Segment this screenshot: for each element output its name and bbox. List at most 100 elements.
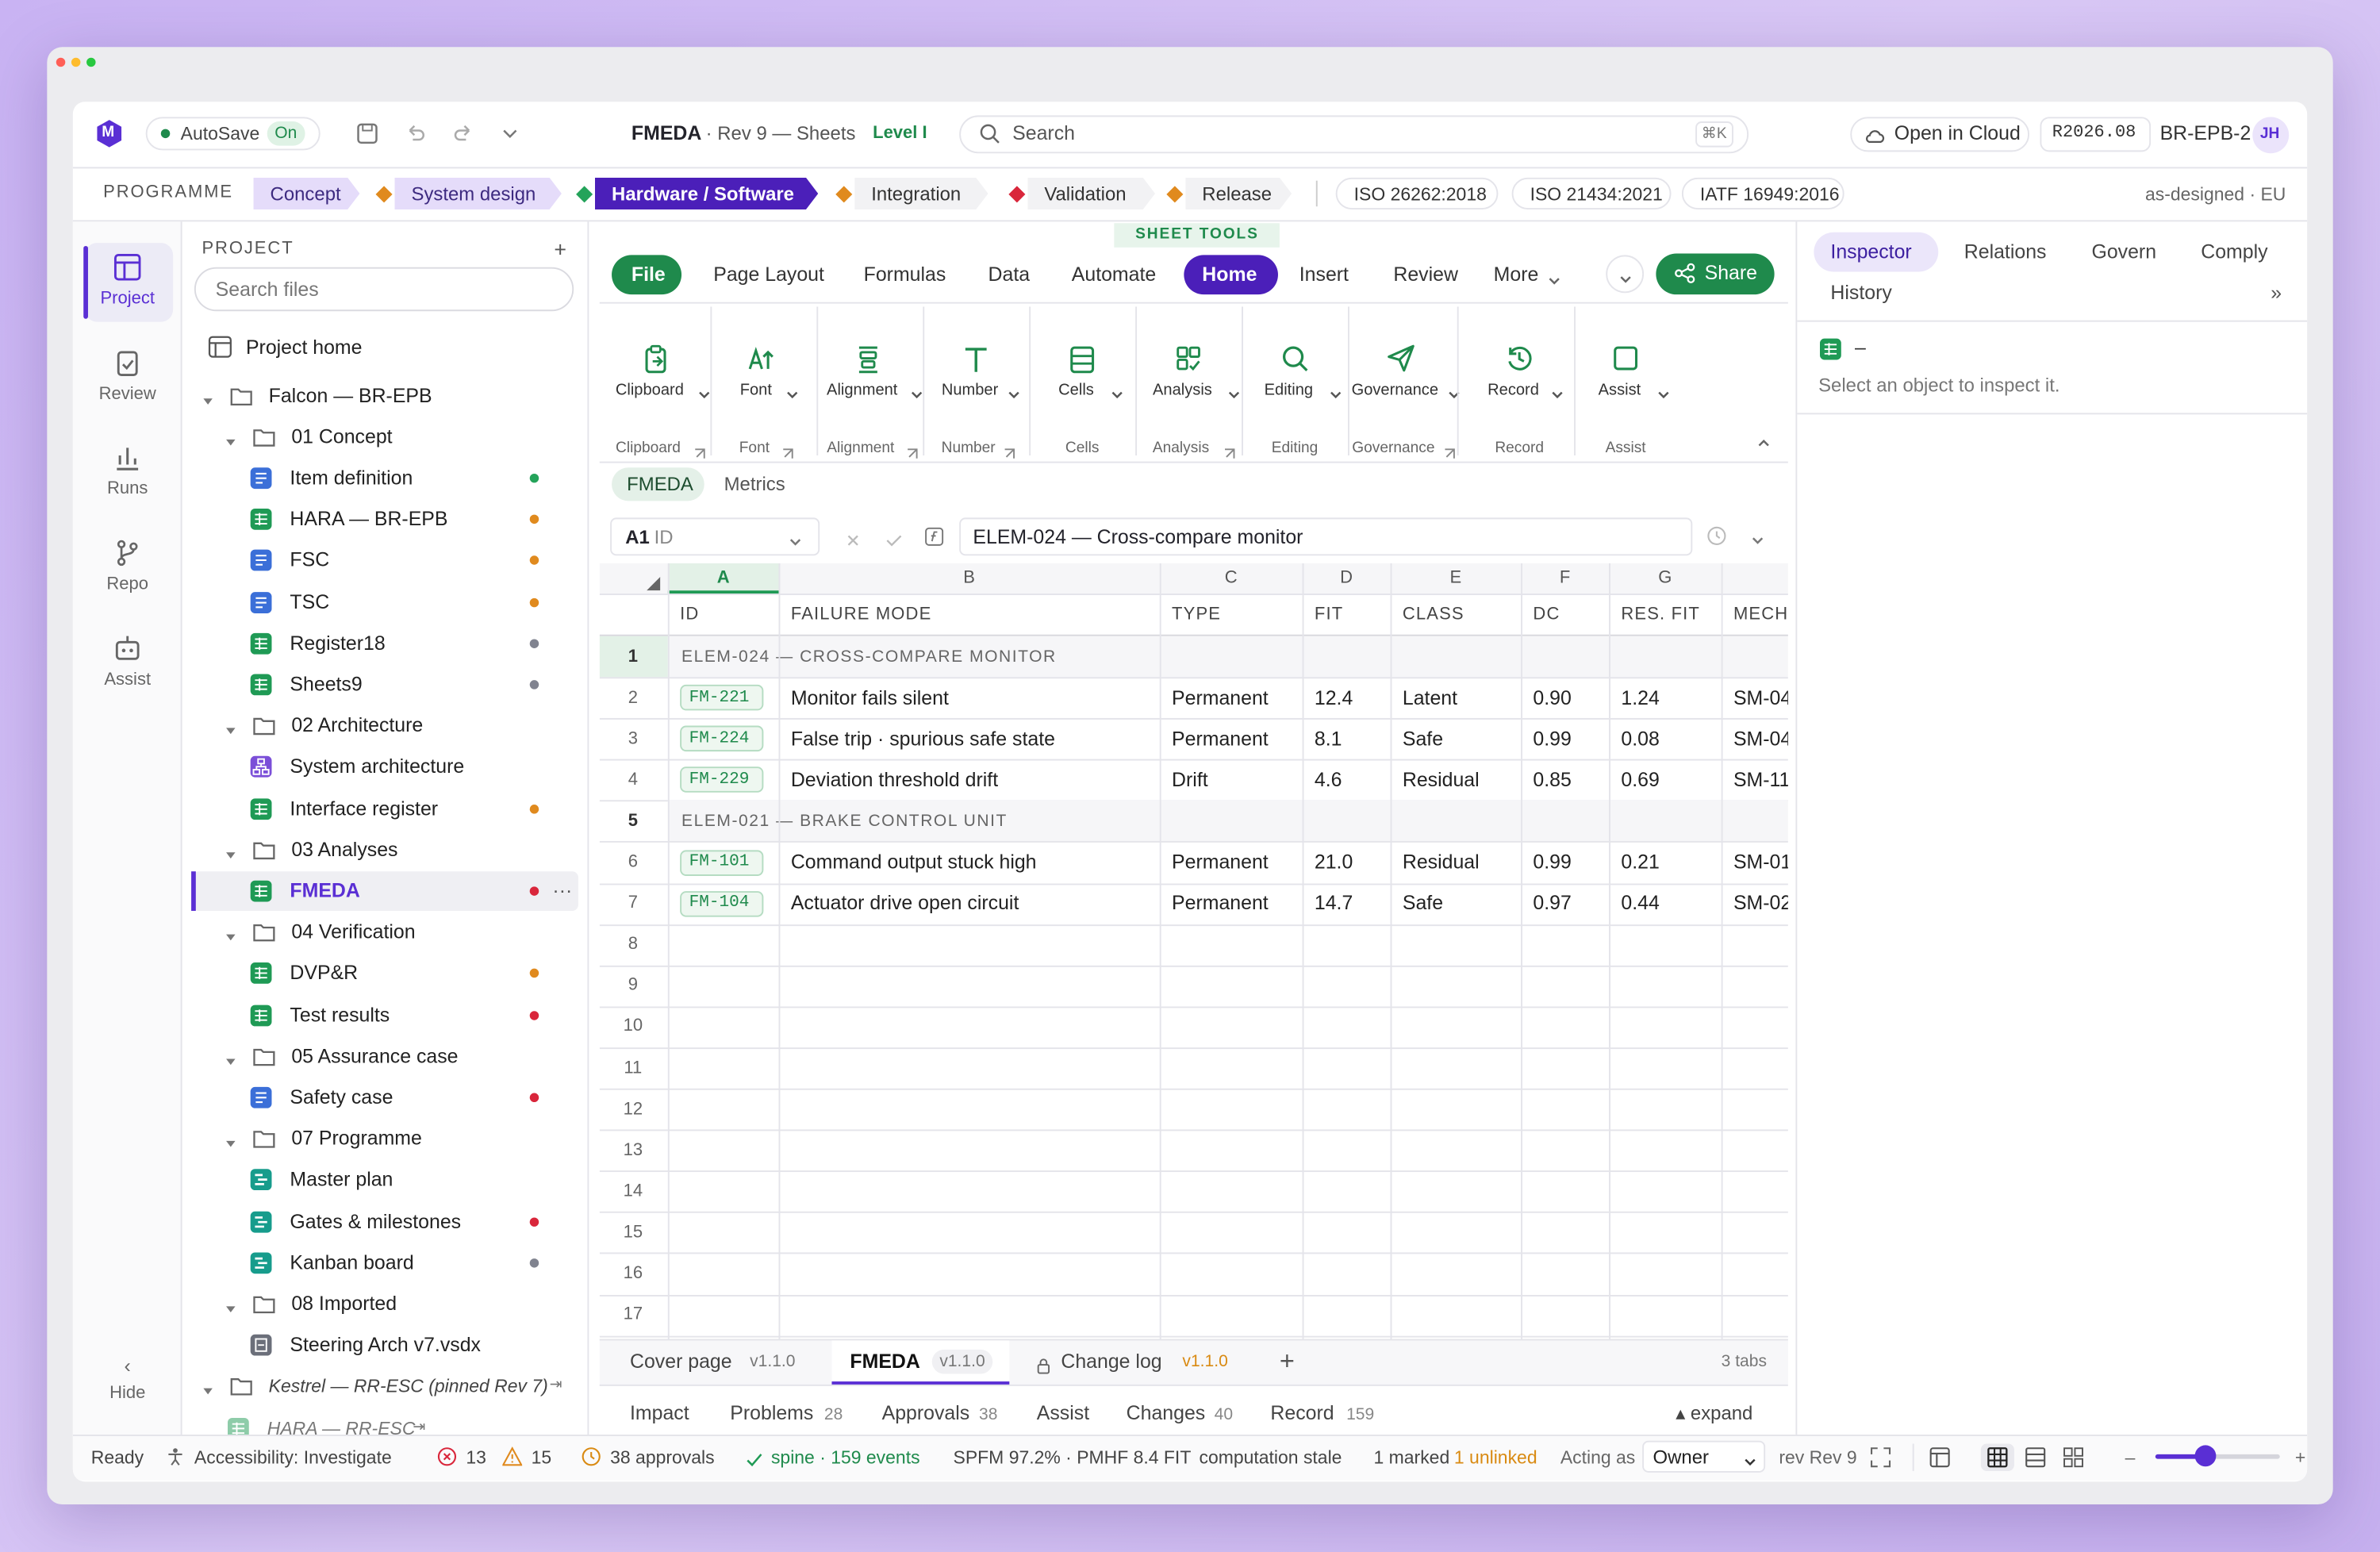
inspector-tab[interactable]: Govern bbox=[2091, 240, 2157, 263]
tree-item-label[interactable]: 08 Imported bbox=[291, 1291, 397, 1315]
tree-item-label[interactable]: Item definition bbox=[290, 466, 413, 489]
cell-value[interactable]: 8.1 bbox=[1314, 726, 1342, 750]
cell-value[interactable]: Permanent bbox=[1172, 891, 1269, 914]
panel-tab[interactable]: Problems bbox=[730, 1400, 814, 1424]
ribbon-tab-label[interactable]: Automate bbox=[1071, 262, 1157, 286]
tree-item-label[interactable]: 07 Programme bbox=[291, 1126, 422, 1150]
inspector-tab[interactable]: Relations bbox=[1964, 240, 2047, 263]
row-number[interactable]: 8 bbox=[628, 935, 638, 954]
row-number[interactable]: 9 bbox=[628, 976, 638, 995]
cell-value[interactable]: 1.24 bbox=[1621, 686, 1660, 709]
row-number[interactable]: 14 bbox=[623, 1182, 643, 1201]
cell-value[interactable]: Safe bbox=[1402, 726, 1444, 750]
ribbon-collapse[interactable] bbox=[1606, 255, 1645, 294]
row-number[interactable]: 1 bbox=[628, 647, 638, 666]
sheet-tab-name[interactable]: Change log bbox=[1061, 1349, 1162, 1373]
tree-item-label[interactable]: Master plan bbox=[290, 1167, 393, 1191]
cell-value[interactable]: 4.6 bbox=[1314, 767, 1342, 791]
cell-value[interactable]: Permanent bbox=[1172, 850, 1269, 874]
programme-phase[interactable] bbox=[1185, 178, 1292, 209]
ribbon-button-label[interactable]: Alignment bbox=[827, 381, 898, 400]
tree-item-label[interactable]: FMEDA bbox=[290, 878, 360, 902]
sheet-tab-name[interactable]: FMEDA bbox=[850, 1349, 920, 1373]
row-number[interactable]: 5 bbox=[628, 812, 638, 831]
tree-item-label[interactable]: Interface register bbox=[290, 796, 439, 820]
row-number[interactable]: 17 bbox=[623, 1305, 643, 1324]
cell-value[interactable]: Permanent bbox=[1172, 726, 1269, 750]
panel-expand[interactable]: ▴ expand bbox=[1676, 1402, 1753, 1424]
cell-value[interactable]: 0.99 bbox=[1533, 726, 1572, 750]
ribbon-button-label[interactable]: Governance bbox=[1351, 381, 1439, 400]
column-letter[interactable]: A bbox=[716, 569, 730, 588]
project-home[interactable]: Project home bbox=[245, 334, 363, 358]
accessibility-status[interactable]: Accessibility: Investigate bbox=[194, 1446, 392, 1468]
cell-value[interactable]: Permanent bbox=[1172, 686, 1269, 709]
sheet-view-tab-active[interactable] bbox=[612, 467, 704, 501]
cell-value[interactable]: 0.08 bbox=[1621, 726, 1660, 750]
tree-item-label[interactable]: Sheets9 bbox=[290, 672, 363, 696]
zoom-out[interactable]: – bbox=[2125, 1446, 2136, 1468]
ribbon-tab-label[interactable]: More bbox=[1493, 262, 1539, 286]
tree-item-label[interactable]: Falcon — BR-EPB bbox=[268, 383, 432, 406]
cell-value[interactable]: Latent bbox=[1402, 686, 1458, 709]
formula-input[interactable] bbox=[959, 517, 1693, 556]
rail-label[interactable]: Review bbox=[98, 385, 156, 404]
column-letter[interactable]: B bbox=[963, 569, 975, 588]
ribbon-button-label[interactable]: Number bbox=[941, 381, 999, 400]
add-sheet-tab[interactable]: + bbox=[1279, 1346, 1295, 1376]
approvals-status[interactable]: 38 approvals bbox=[610, 1446, 715, 1468]
row-number[interactable]: 6 bbox=[628, 853, 638, 872]
rail-label[interactable]: Assist bbox=[104, 670, 152, 690]
rail-label[interactable]: Repo bbox=[106, 575, 149, 594]
tree-item-label[interactable]: DVP&R bbox=[290, 961, 359, 985]
column-letter[interactable]: G bbox=[1658, 569, 1672, 588]
tree-item-label[interactable]: Register18 bbox=[290, 631, 386, 655]
column-letter[interactable]: C bbox=[1224, 569, 1238, 588]
failure-mode-id[interactable]: FM-224 bbox=[689, 729, 750, 748]
tree-item-label[interactable]: 04 Verification bbox=[291, 920, 416, 943]
row-number[interactable]: 16 bbox=[623, 1264, 643, 1283]
sheet-tab-name[interactable]: Cover page bbox=[630, 1349, 732, 1373]
ribbon-tab-active[interactable] bbox=[1184, 255, 1278, 295]
panel-tab[interactable]: Impact bbox=[630, 1400, 689, 1424]
cell-value[interactable]: Deviation threshold drift bbox=[790, 767, 999, 791]
rail-collapse[interactable]: ‹ bbox=[124, 1354, 131, 1377]
cell-value[interactable]: SM-04 bbox=[1733, 726, 1788, 750]
tree-item-label[interactable]: Gates & milestones bbox=[290, 1208, 462, 1232]
failure-mode-id[interactable]: FM-221 bbox=[689, 688, 750, 707]
name-box[interactable] bbox=[610, 517, 820, 556]
cell-value[interactable]: Safe bbox=[1402, 891, 1444, 914]
panel-tab[interactable]: Approvals bbox=[881, 1400, 970, 1424]
cell-value[interactable]: 0.90 bbox=[1533, 686, 1572, 709]
column-letter[interactable]: D bbox=[1340, 569, 1353, 588]
warning-count[interactable]: 15 bbox=[531, 1446, 552, 1468]
sheet-view-tab[interactable]: Metrics bbox=[724, 473, 785, 495]
tree-item-label[interactable]: 03 Analyses bbox=[291, 837, 398, 861]
inspector-more[interactable]: » bbox=[2271, 280, 2282, 304]
failure-mode-id[interactable]: FM-104 bbox=[689, 894, 750, 913]
rail-label[interactable]: Runs bbox=[107, 479, 148, 498]
error-count[interactable]: 13 bbox=[466, 1446, 486, 1468]
inspector-tab[interactable]: History bbox=[1830, 280, 1892, 304]
inspector-tab-active[interactable] bbox=[1814, 232, 1939, 272]
cell-value[interactable]: 12.4 bbox=[1314, 686, 1353, 709]
ribbon-button-label[interactable]: Record bbox=[1488, 381, 1539, 400]
cell-value[interactable]: 14.7 bbox=[1314, 891, 1353, 914]
programme-phase[interactable] bbox=[595, 178, 818, 209]
tree-item-label[interactable]: Kanban board bbox=[290, 1250, 414, 1273]
ribbon-button-label[interactable]: Assist bbox=[1598, 381, 1641, 400]
ribbon-tab-label[interactable]: Insert bbox=[1299, 262, 1349, 286]
rail-label[interactable]: Project bbox=[100, 290, 155, 309]
row-number[interactable]: 3 bbox=[628, 729, 638, 748]
ribbon-tab-file[interactable] bbox=[612, 255, 682, 295]
tree-item-label[interactable]: FSC bbox=[290, 548, 330, 571]
row-number[interactable]: 7 bbox=[628, 894, 638, 913]
project-add[interactable]: + bbox=[554, 236, 567, 262]
cell-value[interactable]: 0.85 bbox=[1533, 767, 1572, 791]
row-number[interactable]: 11 bbox=[624, 1058, 643, 1078]
cell-value[interactable]: Residual bbox=[1402, 767, 1480, 791]
programme-phase[interactable] bbox=[394, 178, 561, 209]
tree-item-label[interactable]: 01 Concept bbox=[291, 424, 393, 448]
role-select[interactable] bbox=[1642, 1440, 1766, 1473]
programme-phase[interactable] bbox=[254, 178, 360, 209]
